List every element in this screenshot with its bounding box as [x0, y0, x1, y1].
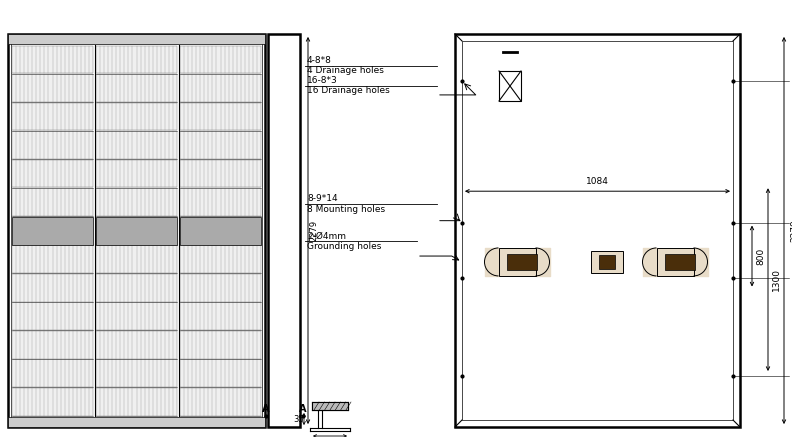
Bar [12, 274, 93, 302]
Bar [96, 131, 177, 159]
Bar [96, 45, 177, 73]
Bar [498, 248, 535, 276]
Bar [11, 37, 262, 424]
Bar [96, 302, 177, 330]
Bar [180, 160, 261, 187]
Bar [96, 188, 177, 216]
Bar [180, 302, 261, 330]
Bar [96, 388, 177, 416]
Bar [96, 103, 177, 130]
Text: 35: 35 [294, 415, 304, 423]
Bar [180, 245, 261, 273]
Polygon shape [312, 402, 348, 410]
Text: 16-8*3: 16-8*3 [307, 76, 337, 86]
Text: 8-9*14: 8-9*14 [307, 194, 337, 203]
Bar [12, 45, 93, 73]
Bar [462, 41, 733, 420]
Bar [12, 359, 93, 387]
Bar [268, 34, 300, 427]
Text: 1300: 1300 [772, 268, 781, 291]
Bar [180, 188, 261, 216]
Bar [12, 217, 93, 245]
Bar [455, 34, 740, 427]
Bar [12, 131, 93, 159]
Text: 4-8*8: 4-8*8 [307, 56, 332, 66]
Bar [599, 255, 615, 269]
Bar [12, 331, 93, 359]
Text: 2279: 2279 [310, 220, 318, 241]
Text: 8 Mounting holes: 8 Mounting holes [307, 205, 385, 214]
Bar [96, 160, 177, 187]
Bar [12, 74, 93, 102]
Bar [180, 388, 261, 416]
Text: 4 Drainage holes: 4 Drainage holes [307, 66, 384, 76]
Bar [12, 160, 93, 187]
Bar [180, 359, 261, 387]
Bar [180, 45, 261, 73]
Bar [96, 331, 177, 359]
Bar [8, 34, 265, 44]
Bar [180, 74, 261, 102]
Bar [12, 245, 93, 273]
Bar [180, 131, 261, 159]
Bar [180, 217, 261, 245]
Text: 2279: 2279 [790, 219, 792, 242]
Bar [96, 274, 177, 302]
Bar [12, 188, 93, 216]
Text: 16 Drainage holes: 16 Drainage holes [307, 87, 390, 95]
Bar [8, 417, 265, 427]
Bar [96, 245, 177, 273]
Bar [180, 103, 261, 130]
Bar [665, 254, 695, 270]
Bar [508, 254, 537, 270]
Bar [96, 359, 177, 387]
Text: A: A [299, 404, 307, 414]
Bar [180, 274, 261, 302]
Bar [8, 34, 265, 427]
Text: 2-Ø4mm: 2-Ø4mm [307, 231, 346, 240]
Bar [96, 74, 177, 102]
Text: 1084: 1084 [586, 177, 609, 186]
Bar [12, 103, 93, 130]
Bar [180, 331, 261, 359]
Bar [591, 251, 623, 273]
Bar [499, 71, 521, 101]
Text: A: A [262, 404, 270, 414]
Bar [96, 217, 177, 245]
Text: 800: 800 [756, 247, 765, 265]
Bar [657, 248, 694, 276]
Bar [12, 302, 93, 330]
Bar [12, 388, 93, 416]
Text: Grounding holes: Grounding holes [307, 243, 382, 251]
